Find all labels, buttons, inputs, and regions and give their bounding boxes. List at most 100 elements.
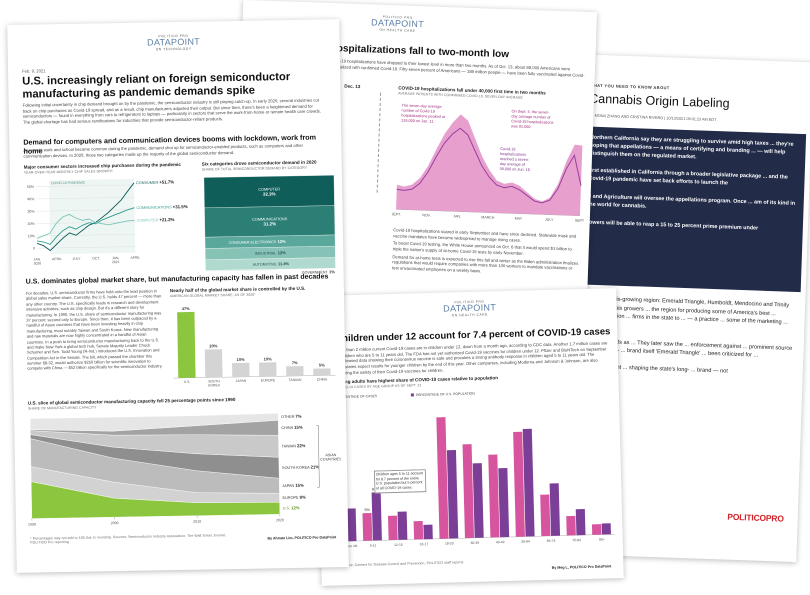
value-label: 7% bbox=[295, 414, 301, 419]
bar bbox=[313, 368, 331, 376]
group-label: ASIANCOUNTRIES bbox=[320, 453, 342, 462]
annotation-box: Covid-19 hospitalizations reached a seve… bbox=[499, 146, 532, 172]
series-label: CHINA bbox=[281, 426, 293, 430]
summary-box: Northern California say they are struggl… bbox=[574, 126, 807, 293]
side-label: Dec. 13 bbox=[344, 83, 361, 90]
date: Feb. 9, 2021 bbox=[22, 68, 46, 74]
x-tick-label: SEPT. bbox=[575, 219, 585, 223]
y-tick-label: 50% bbox=[27, 185, 35, 189]
byline: By Meg L, POLITICO Pro DataPoint bbox=[551, 564, 612, 570]
headline: U.S. increasingly reliant on foreign sem… bbox=[22, 71, 291, 101]
x-tick-label: JULY bbox=[545, 218, 554, 222]
value-label: 5% bbox=[319, 362, 325, 367]
annotation-box: The seven-day average number of Covid-19… bbox=[401, 104, 445, 124]
series-line bbox=[36, 213, 135, 239]
bar bbox=[204, 349, 223, 378]
segment-label: GOVERNMENT bbox=[302, 270, 329, 274]
x-tick-label: 40-49 bbox=[496, 540, 505, 544]
value-label: 9% bbox=[300, 495, 306, 500]
x-tick-label: JAN. bbox=[453, 214, 461, 218]
bar bbox=[566, 515, 576, 536]
x-tick-label: TAIWAN bbox=[289, 378, 302, 382]
bar bbox=[549, 483, 561, 536]
x-tick-label: EUROPE bbox=[261, 378, 276, 382]
series-label: TAIWAN bbox=[282, 444, 297, 448]
bar bbox=[286, 366, 304, 377]
x-tick-label: MARCH bbox=[481, 215, 495, 219]
bar bbox=[522, 428, 535, 537]
x-tick-label: SEPT. bbox=[392, 212, 402, 216]
area-band bbox=[29, 413, 279, 432]
x-tick-label: APRIL bbox=[52, 257, 62, 261]
bar bbox=[423, 524, 433, 540]
annotation: COVID-19 PANDEMIC bbox=[51, 181, 86, 186]
value-label: +21.2% bbox=[159, 217, 174, 222]
byline: BY MONA ZHANG AND CRISTINA RIVERO | 10/1… bbox=[588, 113, 717, 123]
x-tick-label: OCT. bbox=[92, 256, 100, 260]
logo: POLITICOPRO bbox=[727, 511, 784, 524]
x-tick-label: SOUTHKOREA bbox=[208, 379, 221, 387]
value-label: 12% bbox=[278, 250, 287, 255]
bar bbox=[472, 463, 484, 538]
headline: Hospitalizations fall to two-month low bbox=[329, 42, 510, 61]
x-tick-label: 1990 bbox=[28, 523, 36, 527]
annotation: On Sept. 4, the seven-day average number… bbox=[510, 109, 554, 129]
x-tick-label: U.S. bbox=[184, 380, 191, 384]
x-tick-label: NOV. bbox=[422, 213, 431, 217]
value-label: 10% bbox=[237, 357, 246, 362]
x-tick-label: 2010 bbox=[193, 520, 201, 524]
value-label: 32.3% bbox=[263, 191, 276, 196]
bar bbox=[413, 521, 424, 540]
intro: More than 2 million current Covid-19 cas… bbox=[335, 340, 608, 376]
x-tick-label: CHINA bbox=[317, 377, 328, 381]
bar bbox=[498, 468, 510, 538]
value-label: +51.7% bbox=[159, 179, 174, 184]
series-label: EUROPE bbox=[283, 496, 300, 500]
x-tick-label: MAY bbox=[515, 217, 523, 221]
legend-label: PERCENTAGE OF CASES bbox=[336, 394, 378, 399]
value-label: 31.2% bbox=[263, 221, 276, 226]
x-tick-label: JULY bbox=[72, 257, 81, 261]
hospital-chart: SEPT. NOV. JAN. MARCH MAY JULY SEPT. The seven-… bbox=[392, 104, 585, 223]
x-tick-label: APRIL bbox=[130, 256, 140, 260]
bar bbox=[177, 311, 196, 379]
summary-point: d and Agriculture will oversee the appel… bbox=[587, 193, 796, 210]
series-label: U.S. bbox=[283, 506, 290, 510]
value-label: 15% bbox=[295, 483, 304, 488]
value-label: 10% bbox=[264, 356, 273, 361]
bar bbox=[575, 509, 586, 536]
stack-segment bbox=[205, 269, 278, 272]
bar bbox=[601, 523, 611, 535]
paragraphs: Covid-19 hospitalizations soared in earl… bbox=[392, 227, 581, 277]
x-tick-label: 50-64 bbox=[521, 539, 530, 543]
annotation: Covid-19 hospitalizations reached a seve… bbox=[499, 146, 532, 172]
x-tick-label: 65-74 bbox=[547, 539, 556, 543]
segment-label: INDUSTRIAL bbox=[255, 251, 276, 255]
bar bbox=[446, 450, 459, 539]
value-label: 22% bbox=[297, 443, 306, 448]
series-label: SOUTH KOREA bbox=[282, 466, 310, 470]
y-tick-label: 30% bbox=[27, 210, 35, 214]
legend-label: COMPUTER bbox=[137, 218, 159, 222]
x-tick-label: 85+ bbox=[599, 537, 605, 541]
x-tick-label: 5-11 bbox=[370, 543, 377, 547]
legend-label: COMMUNICATIONS bbox=[136, 205, 172, 210]
series-line bbox=[36, 182, 135, 252]
baseline bbox=[173, 375, 336, 379]
annotation: Children ages 5 to 11 account for 8.7 pe… bbox=[373, 469, 427, 494]
value-label: 20% bbox=[209, 343, 218, 348]
line-chart: COVID-19 PANDEMIC 0 10% 20% 30% 40% 50% JAN.202… bbox=[27, 178, 188, 266]
segment-label: AUTOMOTIVE bbox=[253, 262, 277, 266]
y-tick-label: 10% bbox=[28, 234, 36, 238]
grid-line bbox=[36, 184, 135, 187]
children-chart: PERCENTAGE OF CASES PERCENTAGE OF U.S. PO… bbox=[330, 392, 615, 548]
legend-label: PERCENTAGE OF U.S. POPULATION bbox=[416, 392, 475, 398]
kicker: WHAT YOU NEED TO KNOW ABOUT bbox=[589, 82, 670, 91]
headline: Cannabis Origin Labeling bbox=[589, 91, 730, 111]
pandemic-band bbox=[49, 178, 136, 255]
series-line bbox=[396, 127, 582, 204]
segment-label: CONSUMER ELECTRONICS bbox=[229, 240, 277, 245]
value-label: +31.5% bbox=[173, 204, 188, 209]
x-tick-label: 75-84 bbox=[572, 538, 581, 542]
value-label: 12% bbox=[278, 239, 287, 244]
